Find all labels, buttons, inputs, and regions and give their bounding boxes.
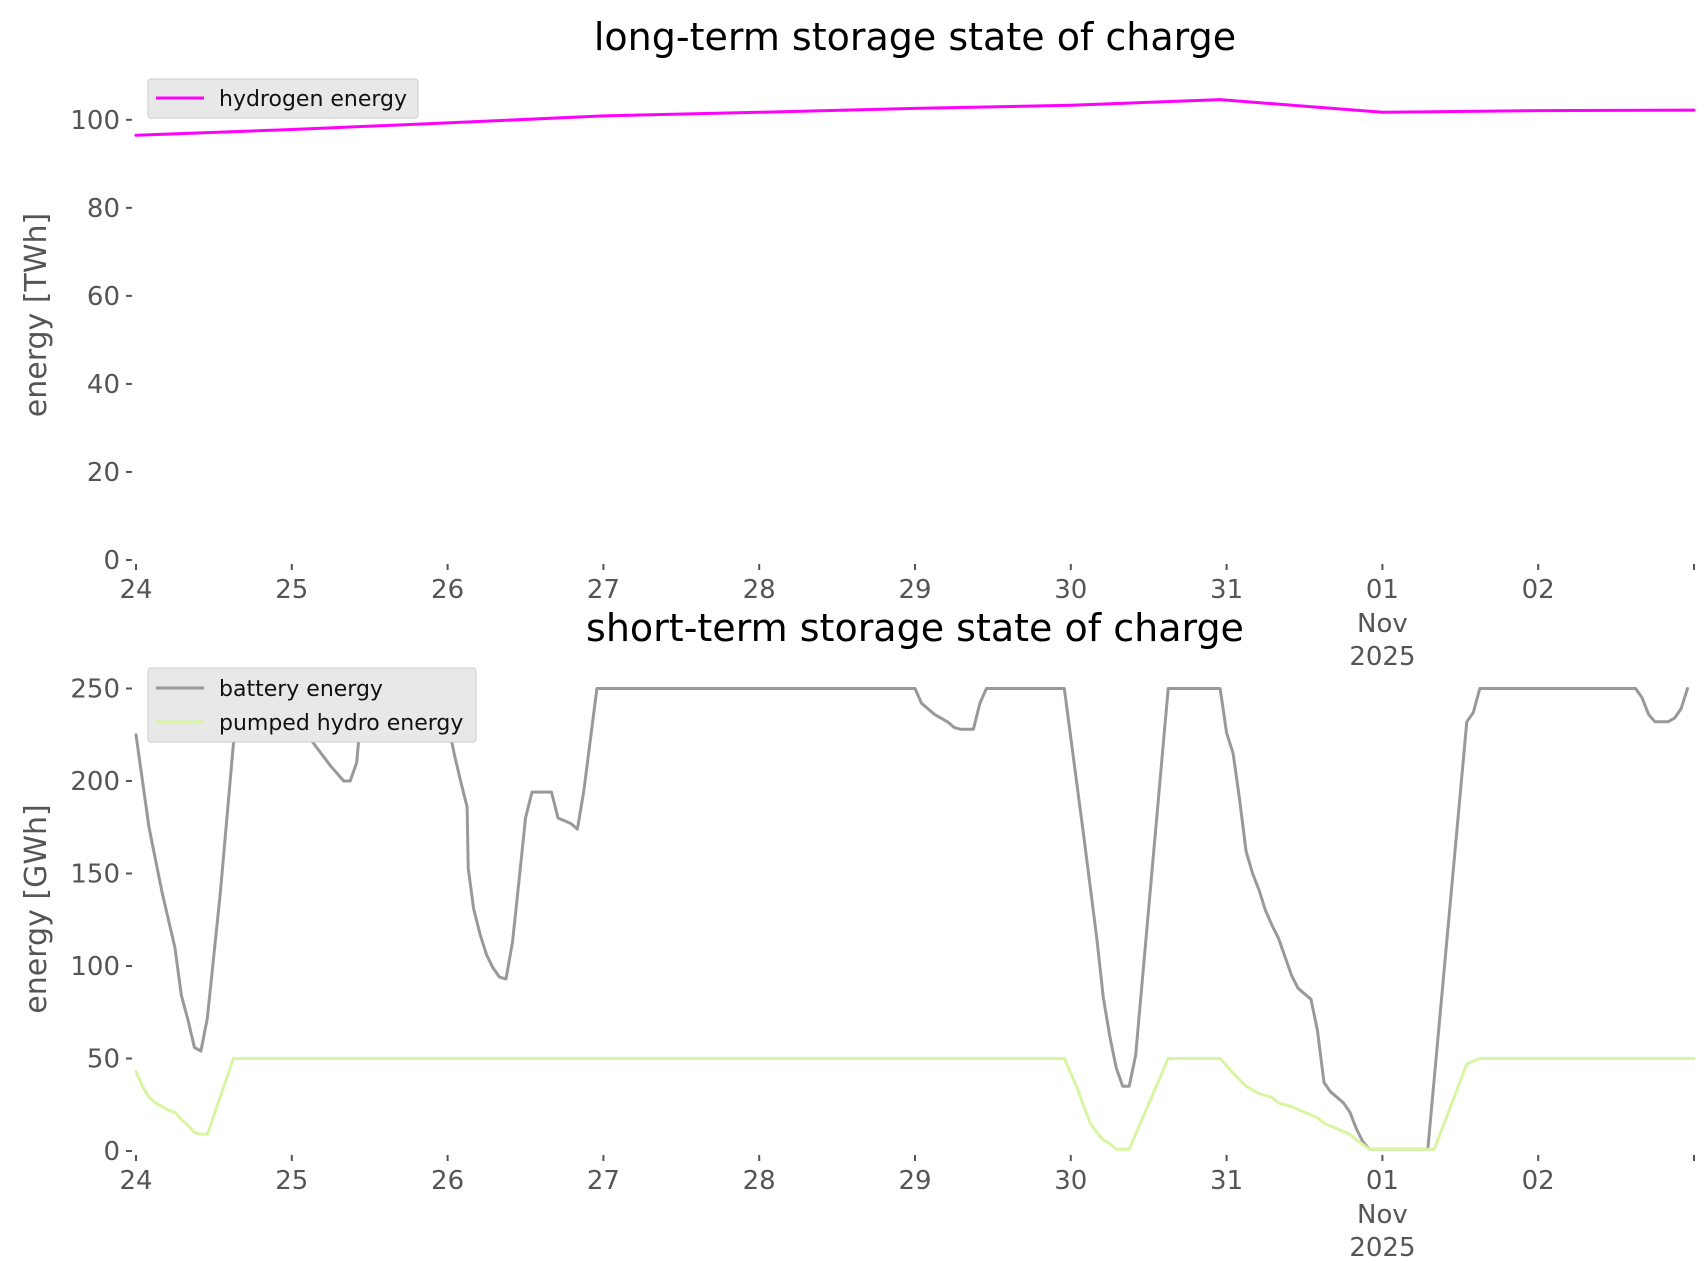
y-tick-label: 50 xyxy=(87,1045,120,1075)
y-axis-label-long-term: energy [TWh] xyxy=(19,213,54,417)
y-axis-label-short-term: energy [GWh] xyxy=(19,804,54,1013)
chart-short-term: short-term storage state of charge energ… xyxy=(19,606,1696,1263)
x-tick-label: 01 xyxy=(1366,575,1399,605)
series-line-hydrogen-energy xyxy=(134,98,1696,137)
y-tick-label: 80 xyxy=(87,194,120,224)
y-tick-label: 250 xyxy=(70,675,120,705)
legend-label-battery-energy: battery energy xyxy=(219,677,383,702)
x-tick-label: 29 xyxy=(898,575,931,605)
series-lines-short-term xyxy=(134,687,1696,1151)
y-tick-label: 60 xyxy=(87,282,120,312)
series-line-battery-energy xyxy=(134,687,1689,1151)
y-tick-label: 100 xyxy=(70,952,120,982)
x-tick-label: 01 xyxy=(1366,1166,1399,1196)
x-tick-label: 02 xyxy=(1522,575,1555,605)
x-tick-label: 24 xyxy=(119,1166,152,1196)
x-tick-sublabel-month: Nov xyxy=(1357,609,1408,639)
series-line-pumped-hydro-energy xyxy=(134,1057,1696,1151)
x-tick-label: 24 xyxy=(119,575,152,605)
axes-ticks-short-term: 0 50 100 150 200 250 24 25 26 27 28 29 30 31 01 Nov2025… xyxy=(70,675,1695,1263)
x-tick-sublabel-year: 2025 xyxy=(1349,642,1415,672)
x-tick-label: 26 xyxy=(431,575,464,605)
chart-title-long-term: long-term storage state of charge xyxy=(594,15,1236,59)
chart-long-term: long-term storage state of charge energy… xyxy=(19,15,1696,672)
y-tick-label: 20 xyxy=(87,458,120,488)
x-tick-label: 31 xyxy=(1210,575,1243,605)
x-tick-label: 02 xyxy=(1522,1166,1555,1196)
legend-long-term: hydrogen energy xyxy=(147,78,419,119)
x-tick-label: 28 xyxy=(743,1166,776,1196)
y-tick-label: 0 xyxy=(103,1137,120,1167)
legend-short-term: battery energy pumped hydro energy xyxy=(147,667,477,743)
x-tick-label: 30 xyxy=(1054,1166,1087,1196)
y-tick-label: 150 xyxy=(70,860,120,890)
x-tick-label: 29 xyxy=(898,1166,931,1196)
x-tick-sublabel-month: Nov xyxy=(1357,1200,1408,1230)
series-lines-long-term xyxy=(134,98,1696,137)
x-tick-label: 31 xyxy=(1210,1166,1243,1196)
legend-box xyxy=(147,667,477,743)
x-tick-label: 30 xyxy=(1054,575,1087,605)
legend-box xyxy=(147,78,419,119)
y-tick-label: 0 xyxy=(103,546,120,576)
y-tick-label: 40 xyxy=(87,370,120,400)
x-tick-label: 25 xyxy=(275,1166,308,1196)
y-tick-label: 200 xyxy=(70,767,120,797)
y-tick-label: 100 xyxy=(70,106,120,136)
x-tick-label: 28 xyxy=(743,575,776,605)
x-tick-label: 26 xyxy=(431,1166,464,1196)
chart-title-short-term: short-term storage state of charge xyxy=(586,606,1244,650)
legend-label-pumped-hydro-energy: pumped hydro energy xyxy=(219,711,463,736)
x-tick-label: 25 xyxy=(275,575,308,605)
x-tick-sublabel-year: 2025 xyxy=(1349,1233,1415,1263)
x-tick-label: 27 xyxy=(587,575,620,605)
x-tick-label: 27 xyxy=(587,1166,620,1196)
legend-label-hydrogen-energy: hydrogen energy xyxy=(219,87,407,112)
